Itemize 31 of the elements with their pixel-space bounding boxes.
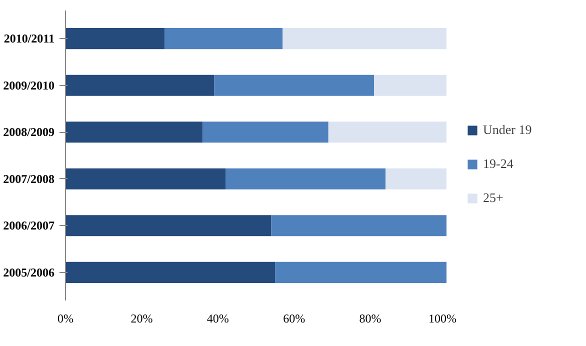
y-tick-label: 2009/2010	[3, 78, 55, 92]
x-tick-label: 80%	[359, 312, 382, 326]
bar	[66, 74, 214, 96]
bar	[226, 168, 386, 190]
bar	[66, 168, 226, 190]
bar	[328, 122, 446, 143]
legend-label: 19-24	[483, 156, 514, 172]
bar	[271, 215, 446, 236]
bar	[275, 262, 446, 283]
legend-label: 25+	[483, 190, 504, 206]
bar	[282, 28, 446, 50]
y-tick-label: 2010/2011	[4, 32, 54, 46]
y-tick-label: 2007/2008	[3, 172, 55, 186]
bar	[66, 215, 272, 236]
bar	[374, 74, 446, 96]
bar	[386, 168, 446, 190]
x-tick-label: 60%	[283, 312, 306, 326]
bar	[164, 28, 283, 50]
x-tick-label: 20%	[130, 312, 153, 326]
bar	[202, 122, 328, 143]
bar	[66, 28, 165, 50]
x-tick-label: 0%	[58, 312, 74, 326]
y-tick-label: 2008/2009	[3, 125, 55, 140]
y-tick-label: 2005/2006	[3, 265, 55, 280]
bar	[66, 262, 276, 283]
legend-label: Under 19	[483, 122, 532, 138]
bar	[214, 74, 374, 96]
x-tick-label: 100%	[428, 312, 457, 326]
bar	[66, 122, 203, 143]
x-tick-label: 40%	[206, 312, 229, 326]
y-tick-label: 2006/2007	[3, 218, 55, 233]
